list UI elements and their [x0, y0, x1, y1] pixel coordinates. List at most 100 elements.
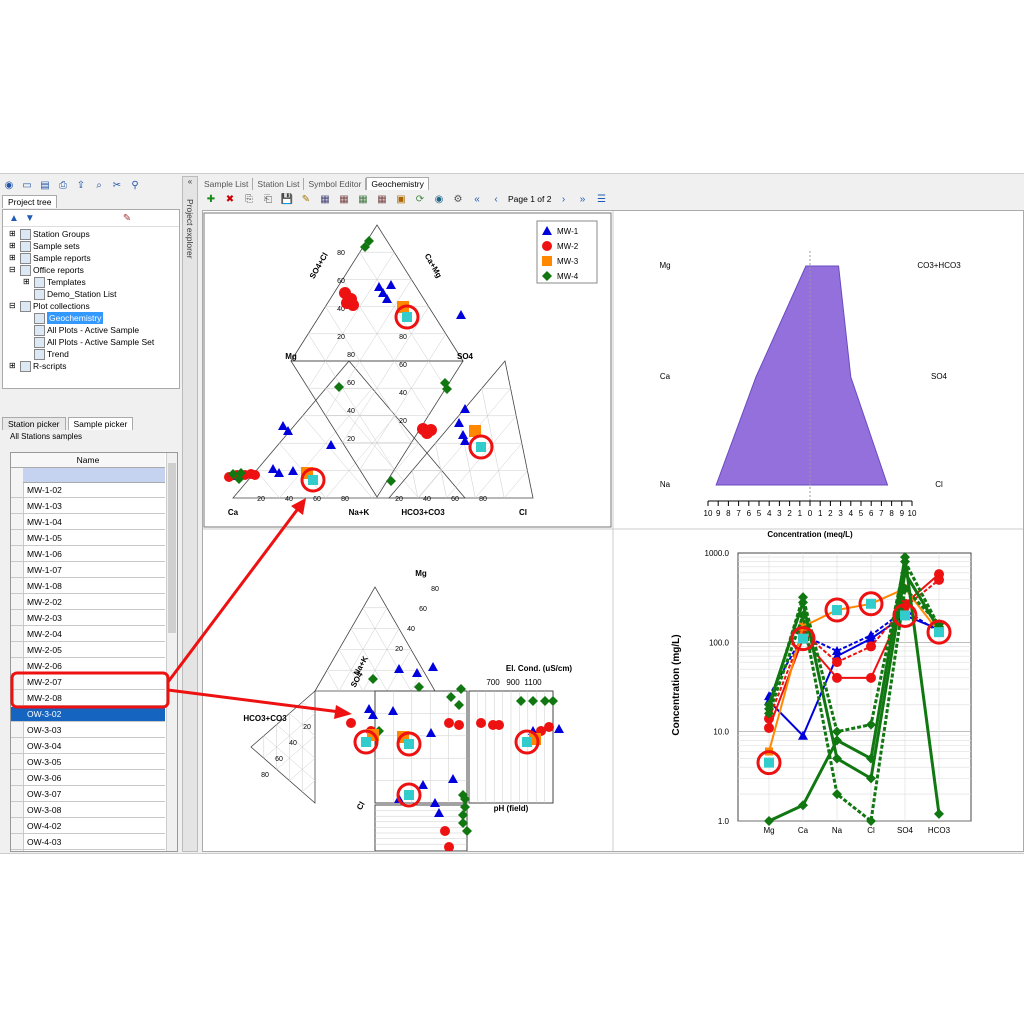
globe-icon[interactable]: ◉	[4, 179, 14, 191]
grid3-icon[interactable]: ▦	[358, 193, 368, 205]
move-up-icon[interactable]: ▲	[9, 212, 19, 224]
table-row[interactable]: MW-2-03	[11, 611, 165, 626]
tree-item[interactable]: ⊟ Office reports	[9, 264, 84, 276]
tree-item[interactable]: Geochemistry	[23, 312, 104, 324]
save-icon[interactable]: 💾	[280, 193, 294, 205]
table-row[interactable]: MW-1-08	[11, 579, 165, 594]
search-icon[interactable]: ⚲	[131, 179, 139, 191]
tab-sample-list[interactable]: Sample List	[200, 178, 254, 190]
table-row[interactable]: OW-3-04	[11, 739, 165, 754]
stiff-right-label: SO4	[931, 372, 948, 381]
stiff-right-label: CO3+HCO3	[917, 261, 961, 270]
folder-icon	[20, 264, 31, 276]
move-down-icon[interactable]: ▼	[24, 212, 35, 224]
copy-icon[interactable]: ⎘	[245, 193, 253, 205]
edit-icon[interactable]: ✎	[301, 193, 311, 205]
table-row[interactable]: MW-2-08	[11, 691, 165, 706]
table-row[interactable]: MW-2-06	[11, 659, 165, 674]
tick: 40	[423, 496, 431, 503]
tick: 80	[479, 496, 487, 503]
filter-row[interactable]	[23, 468, 165, 483]
table-row[interactable]: MW-1-03	[11, 499, 165, 514]
tree-item[interactable]: All Plots - Active Sample Set	[23, 336, 154, 348]
table-row[interactable]: OW-3-07	[11, 787, 165, 802]
tab-geochemistry[interactable]: Geochemistry	[366, 177, 429, 190]
print-icon[interactable]: ⎙	[59, 179, 67, 191]
expander-icon[interactable]: ⊟	[9, 301, 16, 310]
expander-icon[interactable]: ⊞	[9, 229, 16, 238]
grid4-icon[interactable]: ▦	[377, 193, 387, 205]
table-row[interactable]: MW-2-04	[11, 627, 165, 642]
table-row[interactable]: MW-1-06	[11, 547, 165, 562]
left-panel: Project tree ▲ ▼ ✎ ⊞ Station Groups ⊞ Sampl…	[2, 194, 180, 852]
table-row[interactable]: OW-3-03	[11, 723, 165, 738]
refresh-icon[interactable]: ⟳	[415, 193, 425, 205]
globe-icon[interactable]: ◉	[434, 193, 444, 205]
table-row[interactable]: MW-1-04	[11, 515, 165, 530]
grid-scrollbar[interactable]	[166, 453, 177, 851]
table-row[interactable]: OW-3-08	[11, 803, 165, 818]
tree-item[interactable]: ⊞ Templates	[23, 276, 86, 288]
grid2-icon[interactable]: ▦	[339, 193, 349, 205]
tree-item[interactable]: ⊞ Sample reports	[9, 252, 91, 264]
delete-icon[interactable]: ✖	[225, 193, 235, 205]
tab-station-picker[interactable]: Station picker	[2, 417, 66, 430]
table-row[interactable]: MW-1-07	[11, 563, 165, 578]
expander-icon[interactable]: ⊞	[23, 277, 30, 286]
tree-item[interactable]: ⊞ R-scripts	[9, 360, 67, 372]
project-explorer-strip[interactable]: « Project explorer	[182, 176, 198, 852]
window2-icon[interactable]: ▤	[40, 179, 50, 191]
tab-project-tree[interactable]: Project tree	[2, 195, 58, 208]
zoom-icon[interactable]: ⌕	[96, 179, 102, 191]
tree-item[interactable]: All Plots - Active Sample	[23, 324, 139, 336]
column-header-name[interactable]: Name	[11, 453, 165, 468]
schoeller-point	[866, 672, 876, 683]
table-row[interactable]: MW-2-02	[11, 595, 165, 610]
last-page-icon[interactable]: »	[579, 193, 586, 205]
window-icon[interactable]: ▭	[22, 179, 32, 191]
table-row[interactable]: OW-3-05	[11, 755, 165, 770]
table-row[interactable]: OW-4-02	[11, 819, 165, 834]
table-row[interactable]: MW-1-02	[11, 483, 165, 498]
pin-tool-icon[interactable]: ✎	[122, 212, 132, 224]
tree-item[interactable]: ⊞ Sample sets	[9, 240, 80, 252]
tab-sample-picker[interactable]: Sample picker	[67, 417, 134, 430]
tree-item[interactable]: ⊟ Plot collections	[9, 300, 90, 312]
tree-item[interactable]: Trend	[23, 348, 69, 360]
export-icon[interactable]: ⇪	[76, 179, 86, 191]
expander-icon[interactable]: ⊞	[9, 241, 16, 250]
table-row[interactable]: OW-3-06	[11, 771, 165, 786]
schoeller-point	[832, 672, 842, 683]
paste-icon[interactable]: ⎗	[264, 193, 272, 205]
settings-icon[interactable]: ⚙	[453, 193, 463, 205]
tools-icon[interactable]: ✂	[112, 179, 122, 191]
marker-circle	[250, 470, 260, 480]
grid-icon[interactable]: ▦	[320, 193, 330, 205]
table-row[interactable]: MW-2-05	[11, 643, 165, 658]
expander-icon[interactable]: ⊞	[9, 253, 16, 262]
next-page-icon[interactable]: ›	[561, 193, 566, 205]
project-explorer-label: Project explorer	[185, 199, 195, 259]
expander-icon[interactable]: ⊟	[9, 265, 16, 274]
tree-item[interactable]: ⊞ Station Groups	[9, 228, 90, 240]
image-icon[interactable]: ▣	[396, 193, 406, 205]
list-icon[interactable]: ☰	[597, 193, 606, 205]
first-page-icon[interactable]: «	[474, 193, 480, 205]
table-row[interactable]: MW-2-07	[11, 675, 165, 690]
tree-item[interactable]: Demo_Station List	[23, 288, 116, 300]
prev-page-icon[interactable]: ‹	[494, 193, 498, 205]
stiff-xlabel: Concentration (meq/L)	[767, 530, 853, 539]
table-row[interactable]: OW-4-04	[11, 851, 165, 852]
marker-diamond	[446, 692, 456, 702]
tab-station-list[interactable]: Station List	[253, 178, 305, 190]
schoeller-series-line	[768, 556, 941, 823]
tree-item-label: Plot collections	[33, 301, 90, 311]
expander-icon[interactable]: ⊞	[9, 361, 16, 370]
stiff-tick-label: 3	[838, 509, 843, 518]
table-row[interactable]: OW-4-03	[11, 835, 165, 850]
table-row[interactable]: OW-3-02	[11, 707, 165, 722]
marker-triangle	[268, 464, 278, 473]
table-row[interactable]: MW-1-05	[11, 531, 165, 546]
add-icon[interactable]: ✚	[206, 193, 216, 205]
tab-symbol-editor[interactable]: Symbol Editor	[304, 178, 367, 190]
